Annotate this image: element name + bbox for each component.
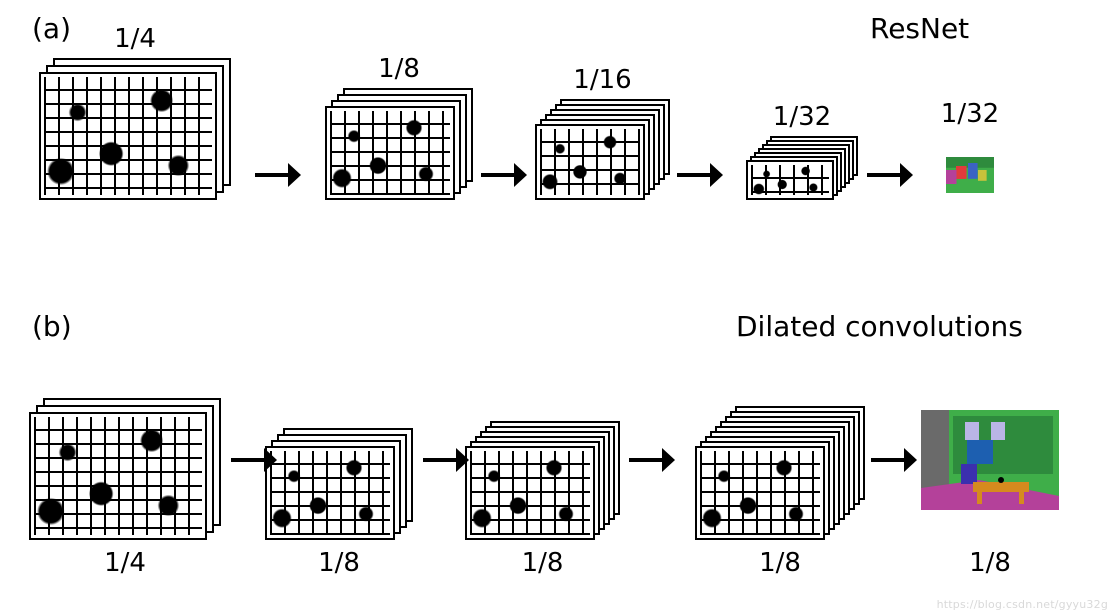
scale-label: 1/4 — [104, 548, 146, 578]
feature-map — [29, 412, 207, 540]
segmentation-svg — [921, 410, 1059, 510]
feature-map — [325, 106, 455, 200]
feature-map — [535, 124, 645, 200]
scale-label: 1/16 — [573, 65, 631, 95]
row-a-title: ResNet — [870, 12, 969, 45]
scale-label: 1/4 — [114, 24, 156, 54]
feature-map — [265, 446, 395, 540]
row-a-output-scale: 1/32 — [941, 99, 999, 129]
watermark: https://blog.csdn.net/gyyu32g — [937, 598, 1108, 611]
arrow-icon — [480, 161, 528, 189]
scale-label: 1/8 — [759, 548, 801, 578]
arrow-icon — [628, 446, 676, 474]
feature-map — [695, 446, 825, 540]
arrow-icon — [422, 446, 470, 474]
row-b-title: Dilated convolutions — [736, 310, 1023, 343]
arrow-icon — [230, 446, 278, 474]
arrow-icon — [676, 161, 724, 189]
arrow-icon — [866, 161, 914, 189]
feature-map — [746, 160, 834, 200]
scale-label: 1/8 — [378, 54, 420, 84]
scale-label: 1/8 — [318, 548, 360, 578]
arrow-icon — [870, 446, 918, 474]
row-a-output — [946, 157, 994, 193]
arrow-icon — [254, 161, 302, 189]
scale-label: 1/32 — [773, 102, 831, 132]
row-b-output-scale: 1/8 — [969, 548, 1011, 578]
row-a-label: (a) — [32, 12, 71, 45]
feature-map — [39, 72, 217, 200]
scale-label: 1/8 — [522, 548, 564, 578]
row-b-output — [921, 410, 1059, 510]
row-b-label: (b) — [32, 310, 72, 343]
feature-map — [465, 446, 595, 540]
